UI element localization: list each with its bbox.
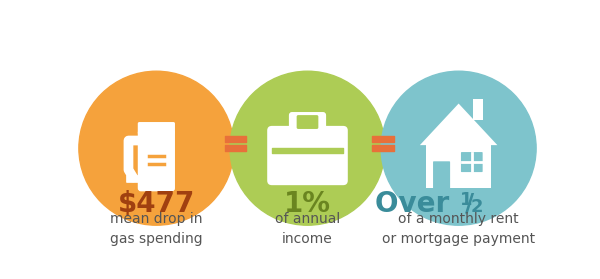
FancyBboxPatch shape xyxy=(289,112,326,134)
FancyBboxPatch shape xyxy=(461,152,482,172)
FancyBboxPatch shape xyxy=(473,99,484,121)
Text: of a monthly rent
or mortgage payment: of a monthly rent or mortgage payment xyxy=(382,212,535,246)
FancyBboxPatch shape xyxy=(126,175,139,183)
FancyBboxPatch shape xyxy=(426,145,491,188)
FancyBboxPatch shape xyxy=(138,130,175,191)
Text: mean drop in
gas spending: mean drop in gas spending xyxy=(110,212,203,246)
Text: Over: Over xyxy=(375,190,458,218)
Text: 1: 1 xyxy=(460,191,473,209)
Text: $477: $477 xyxy=(118,190,195,218)
Polygon shape xyxy=(420,104,497,145)
FancyBboxPatch shape xyxy=(296,115,319,129)
Text: /: / xyxy=(465,192,474,216)
Circle shape xyxy=(381,71,536,225)
Circle shape xyxy=(230,71,385,225)
FancyBboxPatch shape xyxy=(138,122,175,134)
FancyBboxPatch shape xyxy=(267,126,348,185)
FancyBboxPatch shape xyxy=(433,161,450,189)
Circle shape xyxy=(79,71,234,225)
Text: 1%: 1% xyxy=(284,190,331,218)
Text: of annual
income: of annual income xyxy=(275,212,340,246)
Text: 2: 2 xyxy=(471,198,484,217)
